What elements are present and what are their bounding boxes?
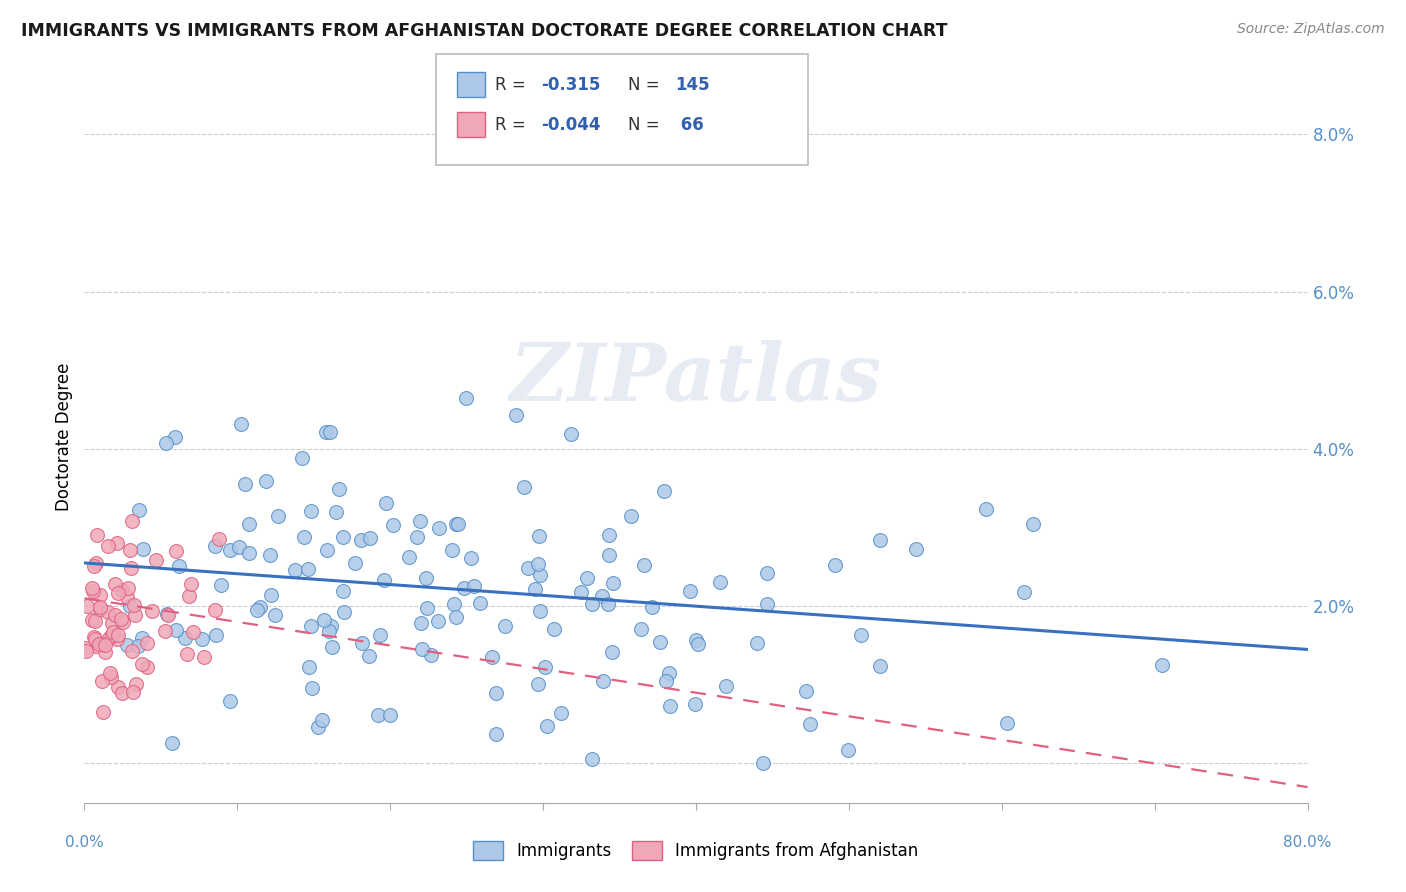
Legend: Immigrants, Immigrants from Afghanistan: Immigrants, Immigrants from Afghanistan [474,841,918,860]
Text: 0.0%: 0.0% [65,835,104,850]
Text: Source: ZipAtlas.com: Source: ZipAtlas.com [1237,22,1385,37]
Y-axis label: Doctorate Degree: Doctorate Degree [55,363,73,511]
Text: N =: N = [628,116,665,134]
Text: IMMIGRANTS VS IMMIGRANTS FROM AFGHANISTAN DOCTORATE DEGREE CORRELATION CHART: IMMIGRANTS VS IMMIGRANTS FROM AFGHANISTA… [21,22,948,40]
Text: ZIPatlas: ZIPatlas [510,340,882,417]
Text: R =: R = [495,76,531,94]
Text: 80.0%: 80.0% [1284,835,1331,850]
Text: R =: R = [495,116,531,134]
Text: N =: N = [628,76,665,94]
Text: -0.044: -0.044 [541,116,600,134]
Text: -0.315: -0.315 [541,76,600,94]
Text: 66: 66 [675,116,703,134]
Text: 145: 145 [675,76,710,94]
